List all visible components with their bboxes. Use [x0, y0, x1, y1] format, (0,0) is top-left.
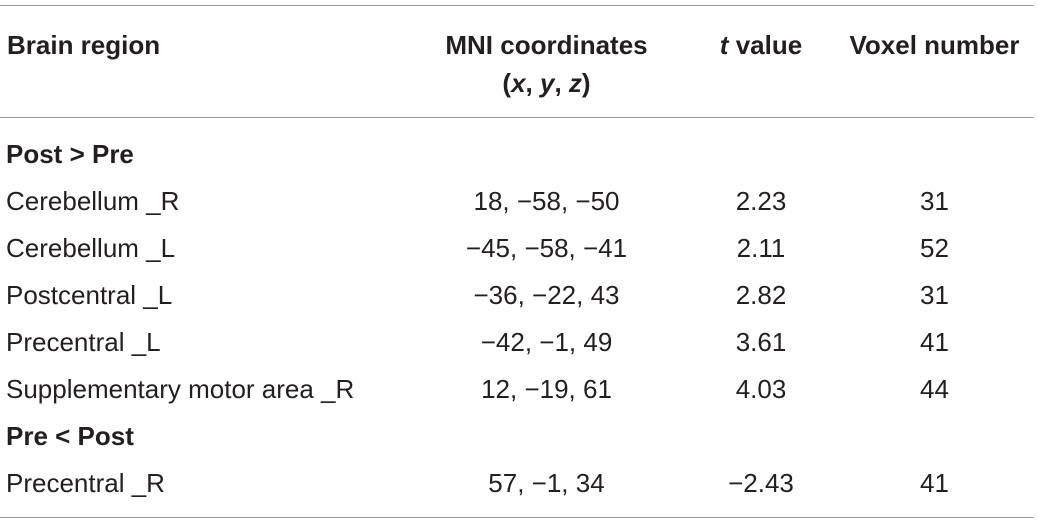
results-table: Brain region MNI coordinates (x, y, z) t…	[0, 6, 1036, 507]
top-rule	[0, 5, 1034, 6]
header-mni-x: x	[511, 68, 526, 98]
cell-t-value: 2.82	[735, 280, 787, 310]
cell-mni-coordinates: −42, −1, 49	[480, 327, 613, 357]
cell-t-value: −2.43	[728, 468, 794, 498]
group-row: Pre < Post	[0, 413, 1036, 460]
header-rule	[0, 117, 1034, 118]
cell-mni-coordinates: 57, −1, 34	[488, 468, 605, 498]
cell-brain-region: Cerebellum _R	[6, 186, 180, 216]
cell-t-value: 2.11	[736, 233, 786, 263]
header-mni-coordinates: MNI coordinates (x, y, z)	[445, 30, 648, 98]
bottom-rule	[0, 517, 1034, 518]
table-row: Precentral _L −42, −1, 49 3.61 41	[0, 319, 1036, 366]
group-label: Pre < Post	[6, 421, 134, 451]
table-row: Precentral _R 57, −1, 34 −2.43 41	[0, 460, 1036, 507]
header-t-value: t value	[719, 30, 803, 60]
group-label: Post > Pre	[6, 139, 134, 169]
table-body: Post > Pre Cerebellum _R 18, −58, −50 2.23 3…	[0, 117, 1036, 507]
cell-voxel-number: 31	[920, 186, 949, 216]
cell-voxel-number: 44	[920, 374, 949, 404]
cell-voxel-number: 41	[920, 327, 949, 357]
cell-t-value: 2.23	[735, 186, 787, 216]
header-brain-region: Brain region	[7, 30, 161, 60]
cell-mni-coordinates: 18, −58, −50	[473, 186, 620, 216]
cell-brain-region: Cerebellum _L	[6, 233, 176, 263]
table-row: Cerebellum _R 18, −58, −50 2.23 31	[0, 178, 1036, 225]
header-mni-z: z	[568, 68, 582, 98]
header-voxel-number: Voxel number	[849, 30, 1020, 60]
cell-brain-region: Precentral _R	[6, 468, 165, 498]
cell-brain-region: Precentral _L	[6, 327, 161, 357]
table-row: Supplementary motor area _R 12, −19, 61 4.…	[0, 366, 1036, 413]
cell-voxel-number: 31	[920, 280, 949, 310]
table-row: Postcentral _L −36, −22, 43 2.82 31	[0, 272, 1036, 319]
cell-brain-region: Supplementary motor area _R	[6, 374, 355, 404]
cell-mni-coordinates: −45, −58, −41	[465, 233, 628, 263]
header-mni-line1: MNI coordinates	[445, 30, 648, 60]
header-mni-y: y	[540, 68, 555, 98]
table-header: Brain region MNI coordinates (x, y, z) t…	[0, 6, 1036, 117]
cell-voxel-number: 41	[920, 468, 949, 498]
cell-t-value: 4.03	[735, 374, 787, 404]
cell-mni-coordinates: 12, −19, 61	[481, 374, 612, 404]
group-row: Post > Pre	[0, 131, 1036, 178]
cell-voxel-number: 52	[920, 233, 949, 263]
cell-brain-region: Postcentral _L	[6, 280, 173, 310]
cell-t-value: 3.61	[735, 327, 787, 357]
cell-mni-coordinates: −36, −22, 43	[473, 280, 620, 310]
table-row: Cerebellum _L −45, −58, −41 2.11 52	[0, 225, 1036, 272]
